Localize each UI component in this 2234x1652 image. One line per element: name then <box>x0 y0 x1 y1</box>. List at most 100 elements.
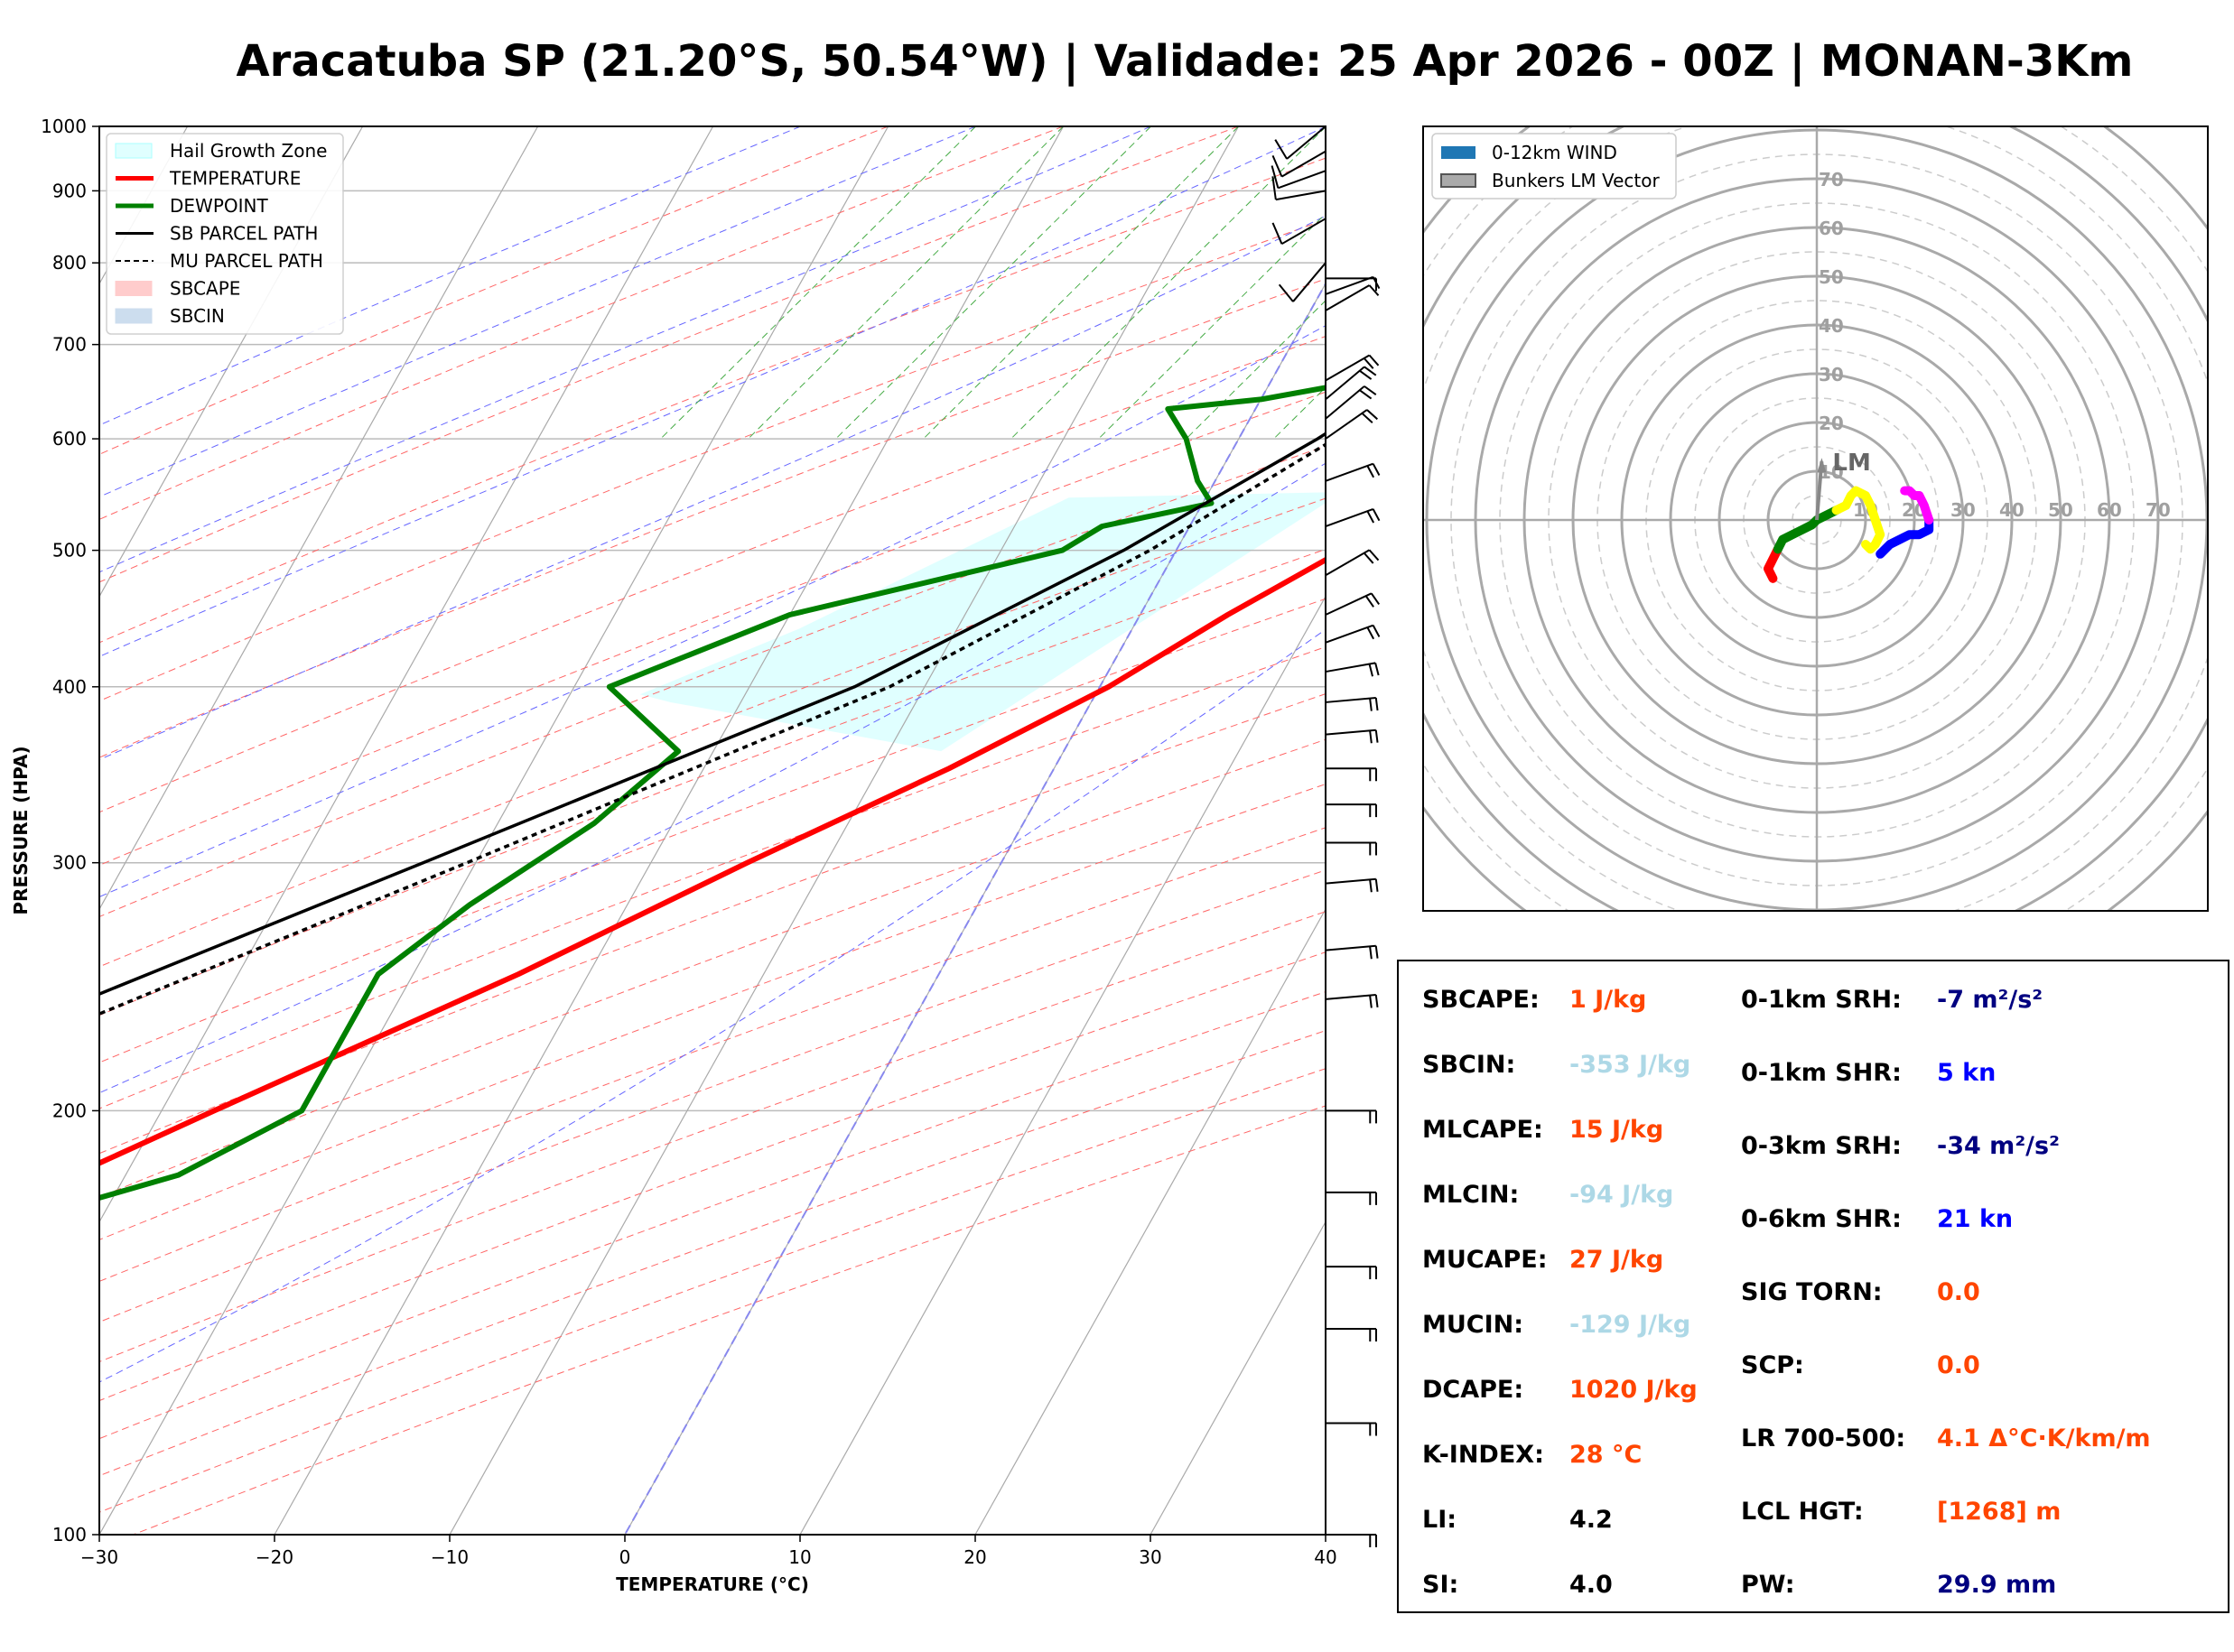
x-tick-label: 30 <box>1139 1546 1161 1568</box>
barb-shaft <box>1325 697 1376 703</box>
wind-barb <box>1325 624 1381 644</box>
mixing-ratio-line <box>1186 300 1326 440</box>
hodo-segment <box>1773 506 1841 554</box>
param-value: -129 J/kg <box>1569 1311 1690 1339</box>
dry-adiabat-line <box>99 445 1326 918</box>
wind-barb <box>1325 354 1380 382</box>
dry-adiabat-line <box>99 126 889 455</box>
barb-flag <box>1368 664 1373 677</box>
mixing-ratio-line <box>1010 126 1326 440</box>
legend-swatch <box>115 308 153 324</box>
barb-shaft <box>1325 624 1373 644</box>
hodo-segment <box>1900 486 1934 524</box>
hodo-ring-label-y: 60 <box>1819 218 1844 239</box>
dry-adiabat-line <box>99 126 1064 520</box>
series-sb-parcel-path <box>99 432 1326 996</box>
hodo-ring-label-y: 50 <box>1819 266 1844 288</box>
hail-growth-zone <box>639 492 1326 752</box>
param-value: 5 kn <box>1937 1059 1996 1087</box>
wind-barb <box>1325 385 1377 420</box>
barb-shaft <box>1325 409 1368 440</box>
dry-adiabat-line <box>99 391 1326 867</box>
wind-barb <box>1325 944 1379 960</box>
barb-shaft <box>1325 993 1376 1000</box>
barb-flag <box>1278 283 1294 302</box>
param-label: MLCAPE: <box>1422 1116 1543 1144</box>
param-label: LCL HGT: <box>1741 1498 1864 1526</box>
dry-adiabat-line <box>99 784 1326 1240</box>
legend-label: 0-12km WIND <box>1492 142 1617 163</box>
barb-flag <box>1374 663 1380 676</box>
mixing-ratio-line <box>835 126 1151 440</box>
barb-flag <box>1366 510 1375 524</box>
moist-adiabat-line <box>99 126 801 426</box>
wind-barb <box>1271 150 1326 178</box>
moist-adiabat-line <box>99 126 976 497</box>
barb-flag <box>1372 463 1381 476</box>
y-tick-label: 500 <box>52 540 87 561</box>
wind-barb <box>1271 165 1326 190</box>
barb-shaft <box>1325 944 1376 951</box>
wind-barbs <box>1271 125 1381 1547</box>
mixing-ratio-line <box>923 126 1239 440</box>
wind-barb <box>1325 697 1379 711</box>
legend-label: DEWPOINT <box>170 195 268 217</box>
param-value: 4.2 <box>1569 1506 1613 1534</box>
barb-shaft <box>1325 462 1373 482</box>
wind-barb <box>1325 993 1379 1008</box>
hodograph-legend: 0-12km WIND Bunkers LM Vector <box>1431 133 1677 200</box>
y-tick-label: 700 <box>52 334 87 356</box>
param-label: SCP: <box>1741 1351 1804 1379</box>
wind-barb <box>1325 462 1381 482</box>
barb-flag <box>1369 730 1373 744</box>
param-label: MUCAPE: <box>1422 1246 1548 1274</box>
barb-shaft <box>1325 662 1376 673</box>
dry-adiabat-line <box>99 693 1326 1155</box>
x-tick-label: −10 <box>431 1546 469 1568</box>
dry-adiabat-line <box>99 951 1326 1402</box>
param-value: 28 °C <box>1569 1441 1642 1469</box>
parameters-box <box>1397 960 2229 1613</box>
legend-swatch <box>115 281 153 296</box>
barb-flag <box>1364 385 1377 396</box>
isotherm-line <box>274 126 1065 1535</box>
legend-swatch <box>1440 173 1476 188</box>
parameters-table: SBCAPE: 1 J/kg SBCIN: -353 J/kg MLCAPE: 15 J/… <box>1397 960 2229 1613</box>
barb-shaft <box>1325 877 1376 885</box>
param-label: SBCAPE: <box>1422 986 1540 1014</box>
barb-flag <box>1274 139 1288 160</box>
barb-flag <box>1271 154 1283 178</box>
wind-barb <box>1325 549 1380 577</box>
barb-shaft <box>1325 366 1365 401</box>
wind-barb <box>1271 218 1326 246</box>
legend-label: SBCIN <box>170 305 225 327</box>
legend-label: SBCAPE <box>170 278 240 300</box>
x-tick-label: 0 <box>619 1546 631 1568</box>
hodo-segment <box>1764 544 1783 583</box>
param-label: SBCIN: <box>1422 1051 1515 1079</box>
barb-flag <box>1368 549 1380 561</box>
isotherm-line <box>99 126 714 1223</box>
barb-flag <box>1369 698 1373 711</box>
moist-adiabat-line <box>99 126 1326 657</box>
isotherm-line <box>974 907 1326 1535</box>
moist-adiabat-line <box>99 628 1326 1383</box>
hodo-ring-label-x: 70 <box>2146 499 2171 521</box>
barb-flag <box>1372 508 1381 522</box>
hodo-segment <box>1831 486 1885 554</box>
dry-adiabat-line <box>99 278 1326 758</box>
y-axis-label: PRESSURE (HPA) <box>10 746 32 914</box>
dry-adiabat-line <box>99 911 1326 1363</box>
legend-label: Hail Growth Zone <box>170 140 327 162</box>
hodo-ring-label-x: 30 <box>1950 499 1976 521</box>
barb-shaft <box>1281 150 1326 178</box>
barb-shaft <box>1286 125 1326 160</box>
hodo-ring-label-y: 70 <box>1819 169 1844 190</box>
barb-flag <box>1374 994 1379 1008</box>
y-tick-label: 100 <box>52 1524 87 1545</box>
wind-barb <box>1325 662 1380 677</box>
param-label: PW: <box>1741 1571 1795 1599</box>
wind-barb <box>1271 176 1326 201</box>
param-label: LI: <box>1422 1506 1457 1534</box>
